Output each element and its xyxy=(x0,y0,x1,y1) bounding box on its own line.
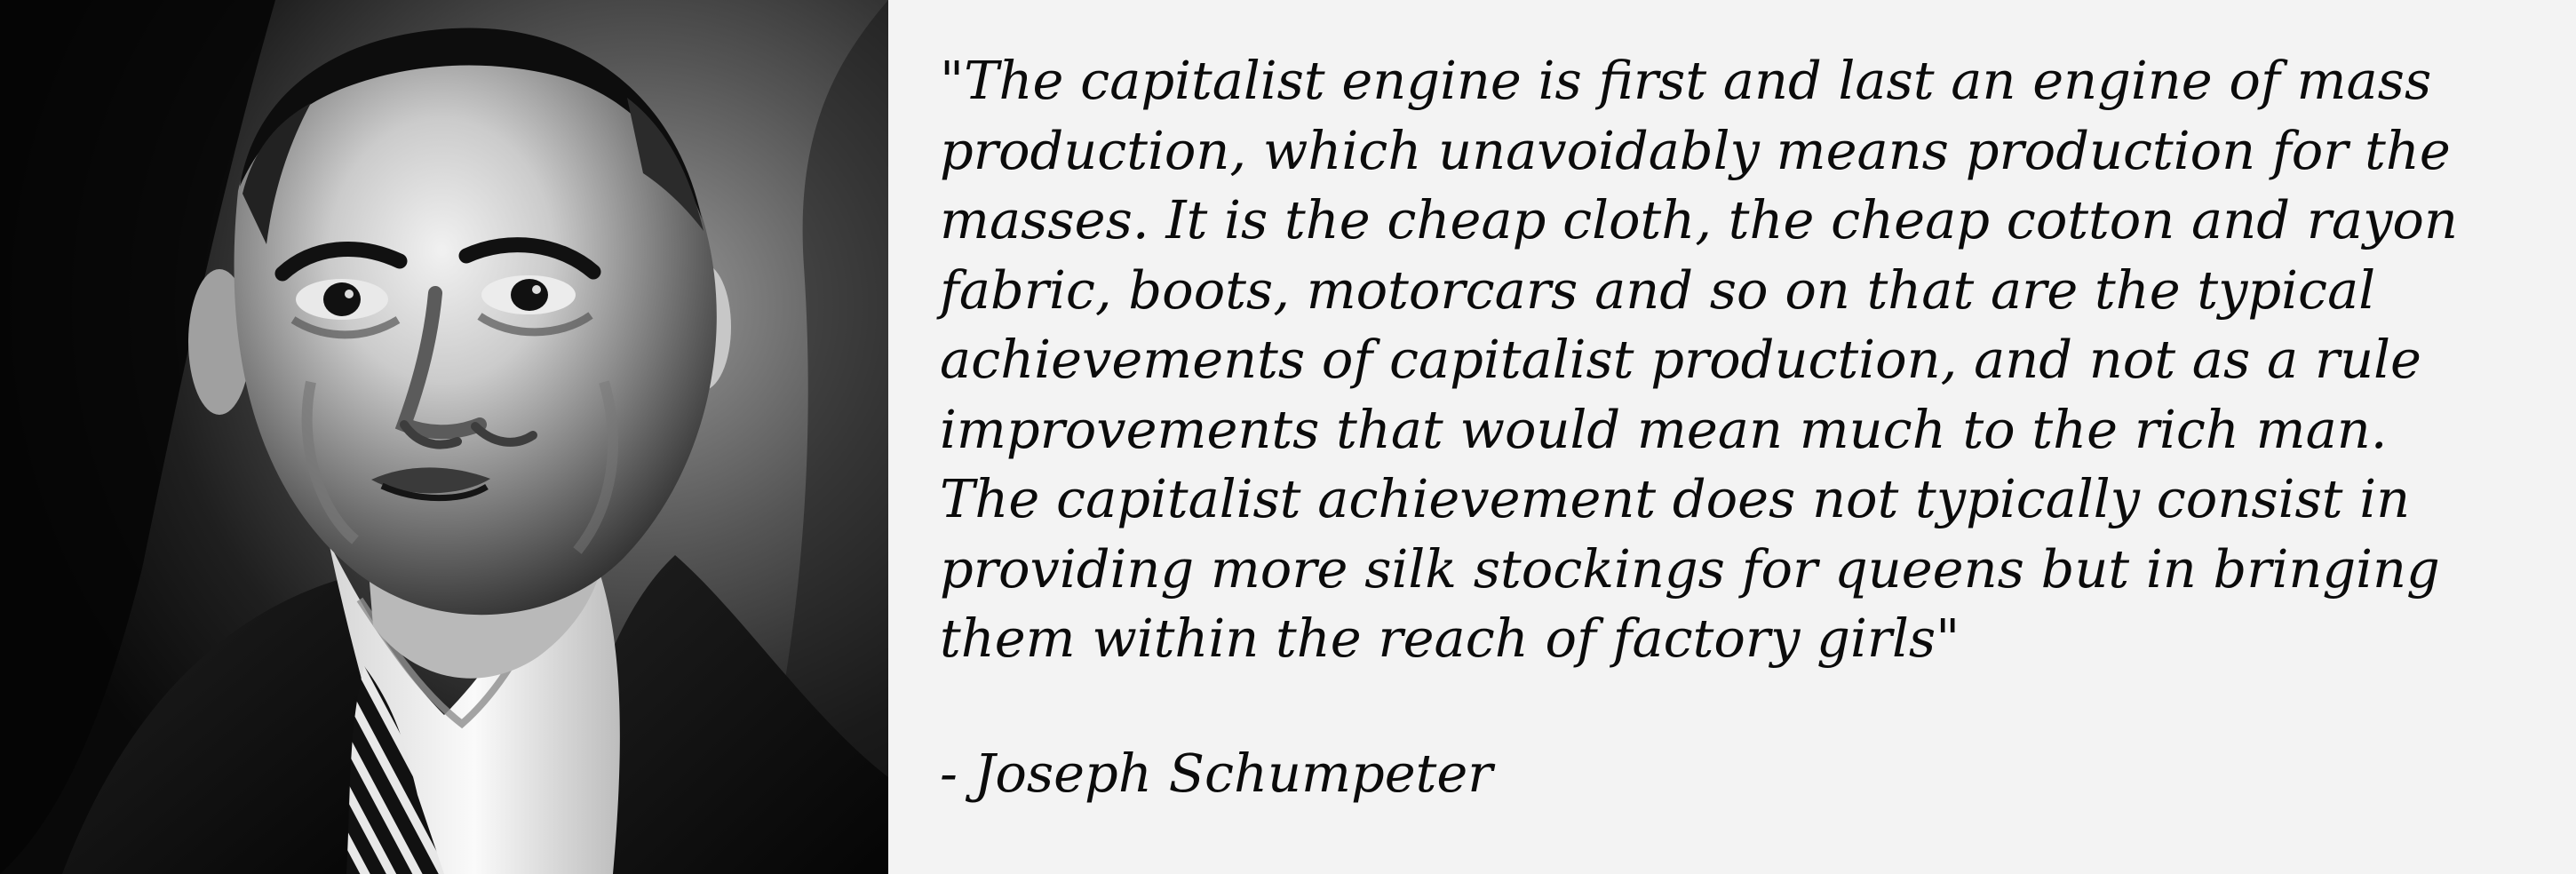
quote-line: them within the reach of factory girls" xyxy=(940,608,1960,669)
quote-line: production, which unavoidably means prod… xyxy=(940,119,2451,181)
quote-line: achievements of capitalist production, a… xyxy=(940,329,2421,390)
striped-tie xyxy=(346,666,444,874)
portrait-photo xyxy=(0,0,888,874)
face xyxy=(234,45,717,616)
left-ear xyxy=(188,269,250,415)
nose xyxy=(394,286,487,440)
quote-text: "The capitalist engine is first and last… xyxy=(940,46,2539,674)
quote-line: masses. It is the cheap cloth, the cheap… xyxy=(940,189,2458,250)
quote-line: providing more silk stockings for queens… xyxy=(940,537,2440,600)
quote-line: improvements that would mean much to the… xyxy=(940,398,2388,460)
quote-panel: "The capitalist engine is first and last… xyxy=(888,0,2576,874)
quote-line: "The capitalist engine is first and last… xyxy=(940,50,2432,111)
jacket-right xyxy=(551,555,888,874)
quote-attribution: - Joseph Schumpeter xyxy=(940,743,1493,804)
quote-line: The capitalist achievement does not typi… xyxy=(940,468,2411,529)
right-eyebrow xyxy=(458,237,601,280)
mouth xyxy=(371,467,490,494)
quote-line: fabric, boots, motorcars and so on that … xyxy=(940,258,2376,321)
left-eyebrow xyxy=(274,242,408,282)
portrait-illustration xyxy=(0,0,888,874)
hair xyxy=(240,28,702,219)
jacket-left xyxy=(62,577,417,874)
